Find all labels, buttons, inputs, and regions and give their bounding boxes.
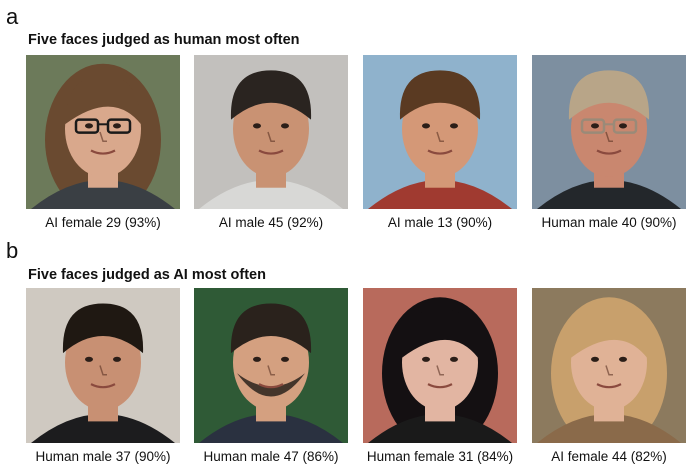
portrait-image (26, 288, 180, 443)
glasses-right-lens (612, 118, 638, 134)
left-eye (591, 123, 599, 129)
hair-fringe (402, 309, 478, 358)
right-eye (113, 123, 121, 129)
face-photo (532, 288, 686, 443)
nose (436, 365, 444, 376)
right-eye (619, 356, 627, 362)
left-eye (422, 123, 430, 129)
face-caption: Human female 31 (84%) (366, 449, 514, 464)
nose (267, 131, 275, 142)
right-eye (450, 356, 458, 362)
mouth (596, 149, 622, 155)
nose (267, 365, 275, 376)
face-caption: AI female 29 (93%) (45, 215, 161, 230)
face-photo (26, 55, 180, 209)
short-hair (399, 70, 481, 120)
shoulders (31, 414, 175, 443)
right-eye (619, 123, 627, 129)
mouth (427, 149, 453, 155)
face-photo (363, 288, 517, 443)
right-eye (281, 123, 289, 129)
short-hair (62, 303, 144, 354)
short-hair (568, 70, 650, 120)
right-eye (113, 356, 121, 362)
portrait-image (194, 55, 348, 209)
left-eye (253, 123, 261, 129)
shoulders (31, 180, 175, 209)
mouth (596, 383, 622, 389)
right-eye (281, 356, 289, 362)
hair-fringe (571, 309, 647, 358)
glasses-left-lens (74, 118, 100, 134)
mouth (258, 383, 284, 389)
right-eye (450, 123, 458, 129)
face-card: Human male 40 (90%) (532, 55, 686, 229)
face-photo (194, 55, 348, 209)
panel-b-letter: b (6, 238, 19, 263)
left-eye (85, 356, 93, 362)
panel-a-letter: a (6, 4, 19, 29)
beard (237, 373, 305, 397)
mouth (90, 149, 116, 155)
nose (605, 131, 613, 142)
shoulders (368, 180, 512, 209)
face-card: AI female 44 (82%) (532, 288, 686, 463)
nose (436, 131, 444, 142)
panel-a-title: Five faces judged as human most often (28, 32, 300, 48)
shoulders (537, 414, 681, 443)
shoulders (199, 414, 343, 443)
mouth (258, 149, 284, 155)
face-card: AI male 13 (90%) (363, 55, 517, 229)
nose (99, 131, 107, 142)
short-hair (230, 70, 312, 120)
face-caption: AI male 13 (90%) (387, 215, 493, 230)
face-caption: Human male 37 (90%) (35, 449, 171, 464)
face-card: Human male 37 (90%) (26, 288, 180, 463)
face-card: AI female 29 (93%) (26, 55, 180, 229)
portrait-image (532, 288, 686, 443)
shoulders (537, 180, 681, 209)
face-photo (532, 55, 686, 209)
portrait-image (532, 55, 686, 209)
portrait-image (363, 55, 517, 209)
nose (605, 365, 613, 376)
face-photo (363, 55, 517, 209)
shoulders (199, 180, 343, 209)
portrait-image (194, 288, 348, 443)
hair-fringe (65, 76, 141, 125)
left-eye (253, 356, 261, 362)
face-card: AI male 45 (92%) (194, 55, 348, 229)
glasses-left-lens (580, 118, 606, 134)
face-caption: Human male 40 (90%) (541, 215, 677, 230)
face-caption: Human male 47 (86%) (203, 449, 339, 464)
short-hair (230, 303, 312, 354)
portrait-image (363, 288, 517, 443)
left-eye (85, 123, 93, 129)
left-eye (591, 356, 599, 362)
face-photo (194, 288, 348, 443)
face-photo (26, 288, 180, 443)
glasses-right-lens (106, 118, 132, 134)
shoulders (368, 414, 512, 443)
left-eye (422, 356, 430, 362)
face-card: Human female 31 (84%) (363, 288, 517, 463)
face-caption: AI male 45 (92%) (218, 215, 324, 230)
portrait-image (26, 55, 180, 209)
panel-b-title: Five faces judged as AI most often (28, 267, 266, 283)
nose (99, 365, 107, 376)
face-card: Human male 47 (86%) (194, 288, 348, 463)
mouth (90, 383, 116, 389)
mouth (427, 383, 453, 389)
face-caption: AI female 44 (82%) (551, 449, 667, 464)
